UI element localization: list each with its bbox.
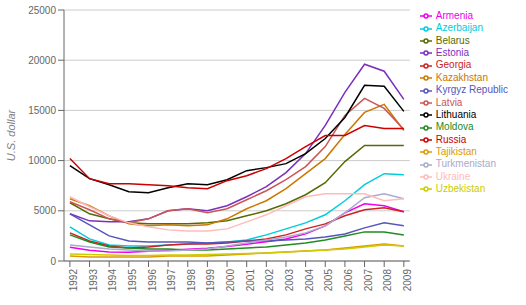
svg-text:1999: 1999	[206, 269, 217, 292]
svg-text:2008: 2008	[382, 269, 393, 292]
svg-text:20000: 20000	[28, 55, 56, 66]
svg-text:0: 0	[50, 256, 56, 267]
html-text:Ukraine: Ukraine	[435, 170, 471, 182]
html-text:Uzbekistan: Uzbekistan	[435, 183, 486, 194]
html-text:Kyrgyz Republic: Kyrgyz Republic	[435, 84, 508, 96]
svg-text:1994: 1994	[107, 269, 118, 292]
html-text:Kazakhstan: Kazakhstan	[435, 71, 488, 83]
svg-text:1993: 1993	[88, 269, 99, 292]
svg-text:1992: 1992	[68, 269, 79, 292]
svg-text:5000: 5000	[34, 205, 57, 216]
svg-text:2005: 2005	[323, 269, 334, 292]
svg-text:10000: 10000	[28, 155, 56, 166]
svg-text:2002: 2002	[264, 269, 275, 292]
svg-text:1996: 1996	[147, 269, 158, 292]
svg-text:2000: 2000	[225, 269, 236, 292]
html-text:Russia: Russia	[435, 133, 467, 145]
svg-text:2006: 2006	[343, 269, 354, 292]
svg-text:15000: 15000	[28, 105, 56, 116]
html-text:Tajikistan: Tajikistan	[435, 146, 477, 157]
svg-text:2009: 2009	[402, 269, 413, 292]
svg-text:U.S. dollar: U.S. dollar	[8, 108, 17, 161]
html-text:Moldova: Moldova	[435, 121, 474, 133]
html-text:Turkmenistan: Turkmenistan	[435, 158, 496, 170]
html-text:Azerbaijan: Azerbaijan	[435, 22, 483, 34]
svg-text:2004: 2004	[304, 269, 315, 292]
svg-text:2001: 2001	[245, 269, 256, 292]
html-text:Armenia: Armenia	[435, 10, 473, 21]
html-text:Estonia: Estonia	[435, 47, 470, 59]
html-text:Georgia: Georgia	[435, 59, 472, 71]
svg-text:1998: 1998	[186, 269, 197, 292]
svg-text:25000: 25000	[28, 5, 56, 16]
html-text:Lithuania: Lithuania	[435, 108, 477, 120]
svg-text:2007: 2007	[363, 269, 374, 292]
svg-text:2003: 2003	[284, 269, 295, 292]
html-text:Latvia: Latvia	[435, 96, 463, 108]
svg-text:1995: 1995	[127, 269, 138, 292]
svg-text:1997: 1997	[166, 269, 177, 292]
html-text:Belarus: Belarus	[435, 34, 470, 46]
